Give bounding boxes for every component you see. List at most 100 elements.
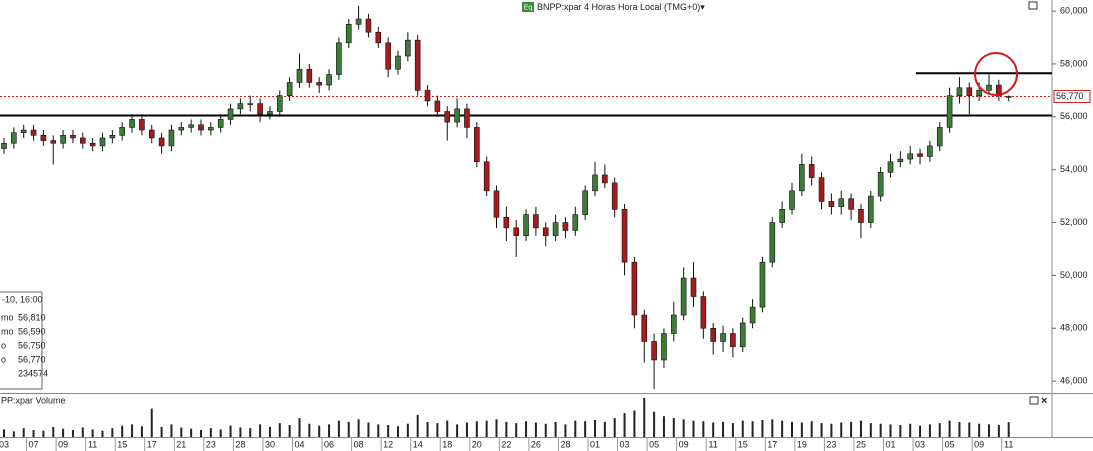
candle-body (188, 124, 194, 128)
volume-bar (672, 418, 675, 437)
volume-bar (613, 418, 616, 437)
volume-bar (554, 421, 557, 437)
plot: 46,000 48,000 50,000 52,000 54,000 56,000 58,0… (0, 5, 1091, 451)
volume-bar (229, 425, 232, 437)
info-label: mo (1, 312, 14, 322)
volume-bar (42, 430, 45, 437)
candle-body (503, 216, 510, 229)
candle-body (611, 182, 618, 210)
candle-body (168, 129, 175, 147)
candle-body (1, 142, 7, 149)
volume-bar (406, 423, 409, 437)
volume-bar (751, 421, 754, 437)
volume-bar (850, 421, 853, 437)
candle-body (602, 174, 608, 184)
pane-button[interactable] (1028, 1, 1038, 10)
candle-body (345, 24, 352, 44)
y-tick-label: 48,000 (1060, 323, 1088, 333)
info-value: 56,810 (18, 312, 46, 322)
volume-bar (741, 420, 744, 437)
candle-body (661, 333, 667, 361)
x-tick-label: 22 (501, 439, 511, 449)
candle-body (690, 277, 697, 297)
x-tick-label: 06 (324, 439, 334, 449)
volume-bar (387, 425, 390, 437)
volume-bar (298, 418, 301, 437)
volume-bar (938, 423, 941, 437)
y-tick-label: 52,000 (1060, 217, 1088, 227)
candle-body (749, 306, 756, 324)
info-value: 234574 (18, 368, 48, 378)
candle-body (385, 42, 391, 70)
x-tick-label: 03 (0, 439, 9, 449)
candle-body (375, 31, 382, 44)
volume-bar (12, 431, 15, 437)
volume-bar (219, 429, 222, 437)
volume-bar (988, 424, 990, 437)
volume-bar (71, 430, 74, 437)
volume-bar (367, 422, 370, 437)
volume-bar (594, 419, 596, 437)
volume-bar (200, 430, 202, 437)
candle-body (670, 314, 677, 334)
candle-body (730, 333, 736, 348)
candle-body (887, 161, 894, 173)
x-tick-label: 14 (413, 439, 423, 449)
volume-bar (337, 420, 340, 437)
title-icon: Eq (524, 4, 533, 11)
x-tick-label: 05 (945, 439, 955, 449)
volume-bar (52, 426, 55, 437)
candle-body (257, 103, 263, 115)
candle-body (473, 127, 480, 163)
volume-bar (722, 421, 725, 437)
volume-bar (131, 424, 134, 437)
volume-bar (249, 428, 252, 437)
candle-body (208, 127, 214, 131)
candle-body (936, 127, 943, 147)
candle-body (946, 95, 953, 128)
candle-body (513, 227, 520, 237)
volume-bar (121, 425, 124, 437)
x-tick-label: 03 (915, 439, 925, 449)
x-tick-label: 23 (206, 439, 216, 449)
volume-bar (416, 414, 419, 437)
candle-body (198, 124, 204, 131)
volume-bar (62, 428, 65, 437)
info-label: mo (1, 326, 14, 336)
volume-bar (997, 425, 1000, 437)
candle-body (424, 90, 431, 102)
volume-bar (859, 420, 862, 437)
candle-body (129, 119, 135, 128)
candle-body (828, 201, 835, 207)
candle-body (808, 164, 815, 178)
candle-body (365, 18, 372, 33)
candle-body (11, 132, 17, 144)
candle-body (464, 108, 470, 128)
volume-bar (879, 423, 882, 437)
candle-body (867, 195, 874, 223)
y-tick-label: 54,000 (1060, 164, 1088, 174)
candle-body (562, 222, 569, 231)
candle-body (651, 341, 657, 361)
candle-body (20, 129, 27, 133)
x-tick-label: 11 (709, 439, 718, 449)
volume-bar (347, 421, 350, 437)
pane-button[interactable] (1029, 396, 1039, 405)
volume-bar (574, 420, 577, 437)
x-tick-label: 18 (442, 439, 452, 449)
close-button[interactable]: × (1041, 395, 1047, 407)
volume-bar (889, 424, 892, 437)
volume-bar (761, 419, 764, 437)
candle-body (405, 39, 411, 57)
x-tick-label: 25 (856, 439, 866, 449)
candle-body (158, 137, 165, 147)
volume-bar (515, 423, 518, 437)
volume-bar (840, 422, 843, 437)
y-tick-label: 46,000 (1060, 375, 1088, 385)
candle-body (227, 108, 234, 120)
chart-title: BNPP:xpar 4 Horas Hora Local (TMG+0)▾ (537, 2, 705, 12)
volume-bar (3, 429, 5, 437)
info-value: 56,770 (18, 354, 46, 364)
